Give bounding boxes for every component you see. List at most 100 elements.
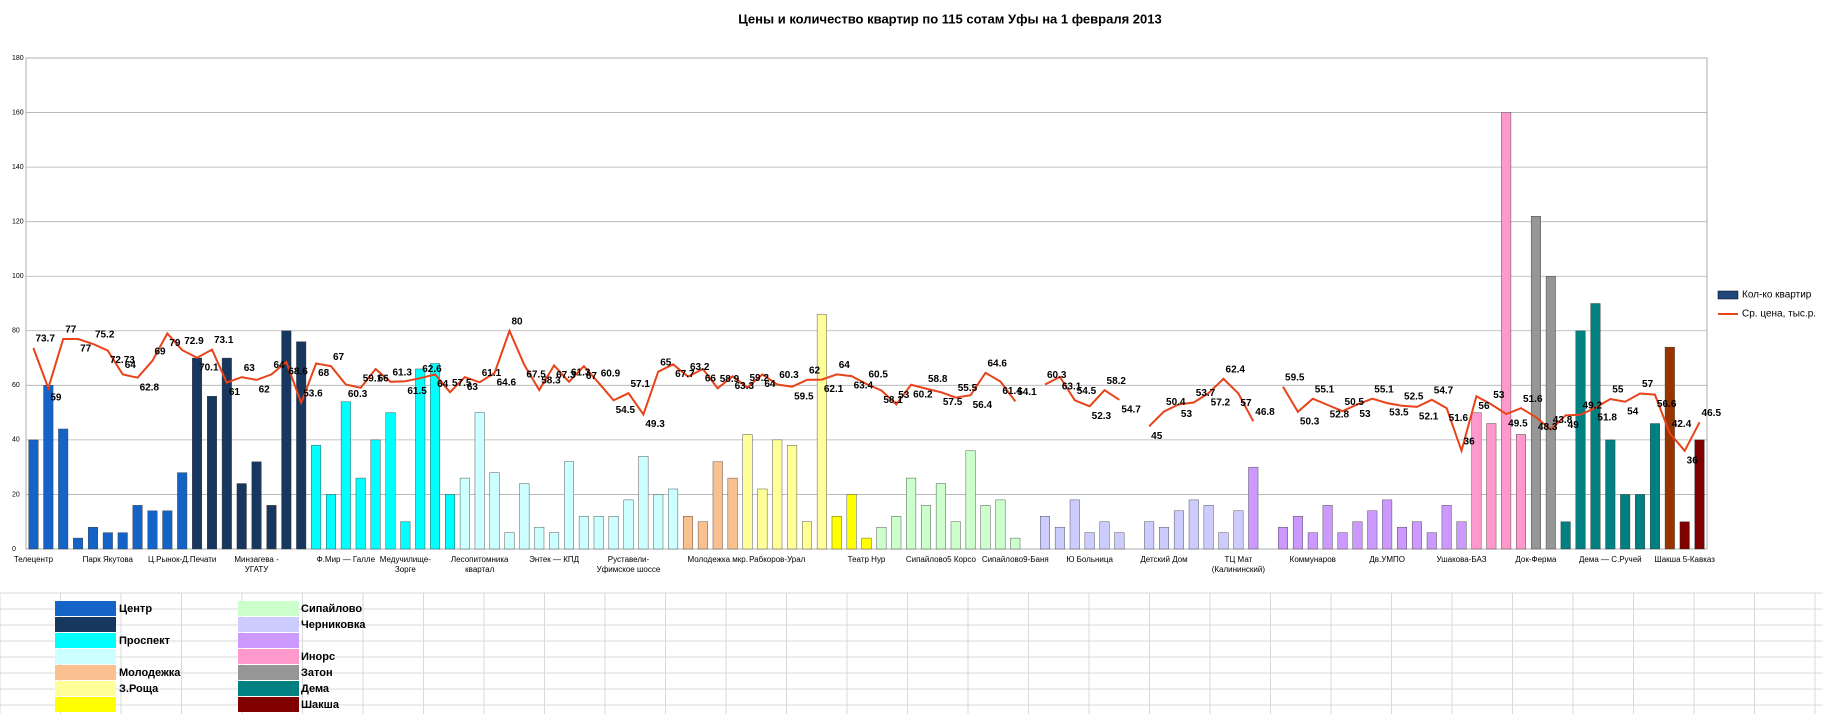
value-label: 63.1 — [1062, 382, 1082, 393]
x-tick-label: Детский Дом — [1140, 555, 1188, 564]
bar — [1203, 505, 1214, 550]
bar — [1292, 516, 1303, 550]
bar — [206, 396, 217, 550]
bar — [593, 516, 604, 550]
value-label: 54.1 — [1017, 387, 1037, 398]
value-label: 43.8 — [1553, 415, 1573, 426]
bar — [1471, 412, 1482, 550]
value-label: 68.6 — [288, 367, 308, 378]
value-label: 54.7 — [1121, 404, 1141, 415]
value-label: 72.9 — [184, 336, 204, 347]
value-label: 58.3 — [541, 376, 561, 387]
value-label: 46.8 — [1255, 407, 1275, 418]
value-label: 65 — [660, 357, 672, 368]
bar — [846, 494, 857, 550]
bar — [578, 516, 589, 550]
value-label: 64 — [273, 360, 285, 371]
x-tick-label: Энтек — КПД — [529, 555, 580, 564]
district-swatch — [238, 665, 299, 680]
bar — [1456, 521, 1467, 550]
value-label: 61 — [229, 387, 241, 398]
value-label: 64.6 — [497, 377, 517, 388]
value-label: 53.5 — [1389, 408, 1409, 419]
value-label: 58.1 — [883, 395, 903, 406]
district-swatch — [55, 681, 116, 696]
bar — [1530, 216, 1541, 550]
bar — [58, 428, 69, 550]
value-label: 54.7 — [1434, 385, 1454, 396]
bar — [192, 357, 203, 550]
value-label: 59.5 — [794, 391, 814, 402]
bar — [1218, 532, 1229, 550]
bar — [459, 477, 470, 550]
value-label: 53 — [1359, 409, 1371, 420]
value-label: 64 — [764, 379, 776, 390]
value-label: 50.5 — [1345, 397, 1365, 408]
district-swatch — [55, 697, 116, 712]
bar — [906, 477, 917, 550]
value-label: 53 — [1493, 390, 1505, 401]
x-tick-label: Док-Ферма — [1515, 555, 1557, 564]
bar — [1382, 499, 1393, 550]
y-tick-label: 140 — [12, 164, 24, 171]
district-swatch — [55, 633, 116, 648]
bar — [1694, 439, 1705, 550]
y-tick-label: 60 — [12, 382, 20, 389]
bar — [653, 494, 664, 550]
district-label: Черниковка — [301, 619, 366, 631]
y-tick-label: 160 — [12, 109, 24, 116]
legend-swatch — [1717, 290, 1739, 300]
price-line — [1282, 386, 1701, 455]
value-label: 58.9 — [720, 374, 740, 385]
district-swatch — [238, 697, 299, 712]
bar — [1501, 112, 1512, 550]
bar — [1307, 532, 1318, 550]
bar — [891, 516, 902, 550]
bar — [549, 532, 560, 550]
bar — [1144, 521, 1155, 550]
value-label: 49.2 — [1583, 400, 1603, 411]
district-swatch — [238, 649, 299, 664]
x-tick-label: Молодежка мкр. — [687, 555, 748, 564]
bar — [221, 357, 232, 550]
value-label: 61.3 — [392, 367, 412, 378]
value-label: 49 — [1568, 420, 1580, 431]
value-label: 62.6 — [422, 364, 442, 375]
x-tick-label: Медучилище- Зорге — [379, 555, 431, 574]
value-label: 68 — [318, 368, 330, 379]
bar — [1411, 521, 1422, 550]
value-label: 59.2 — [749, 373, 769, 384]
value-label: 59.1 — [363, 373, 383, 384]
bar — [1099, 521, 1110, 550]
y-tick-label: 100 — [12, 273, 24, 280]
value-label: 57 — [1240, 398, 1252, 409]
value-label: 61.1 — [482, 368, 502, 379]
bar — [683, 516, 693, 550]
value-label: 56.6 — [1657, 399, 1677, 410]
bar — [742, 434, 753, 550]
bar — [861, 537, 872, 550]
value-label: 77 — [65, 325, 77, 336]
bar — [1620, 494, 1631, 550]
bar — [950, 521, 961, 550]
value-label: 64 — [125, 360, 137, 371]
value-label: 56.4 — [973, 400, 993, 411]
value-label: 58.8 — [928, 374, 948, 385]
price-line — [1148, 377, 1255, 428]
value-label: 36 — [1687, 455, 1699, 466]
x-tick-label: Ц.Рынок-Д.Печати — [147, 555, 217, 564]
bar — [1188, 499, 1199, 550]
bar — [296, 341, 307, 550]
value-label: 63 — [244, 363, 256, 374]
value-label: 72.73 — [110, 355, 135, 366]
bar — [1367, 510, 1378, 550]
value-label: 67 — [586, 371, 598, 382]
value-label: 55 — [1612, 385, 1624, 396]
value-label: 64 — [437, 379, 449, 390]
y-tick-label: 20 — [12, 491, 20, 498]
x-tick-label: Дема — С.Ручей — [1578, 555, 1642, 564]
bar — [28, 439, 39, 550]
value-label: 64.6 — [988, 358, 1008, 369]
bar — [1560, 521, 1571, 550]
